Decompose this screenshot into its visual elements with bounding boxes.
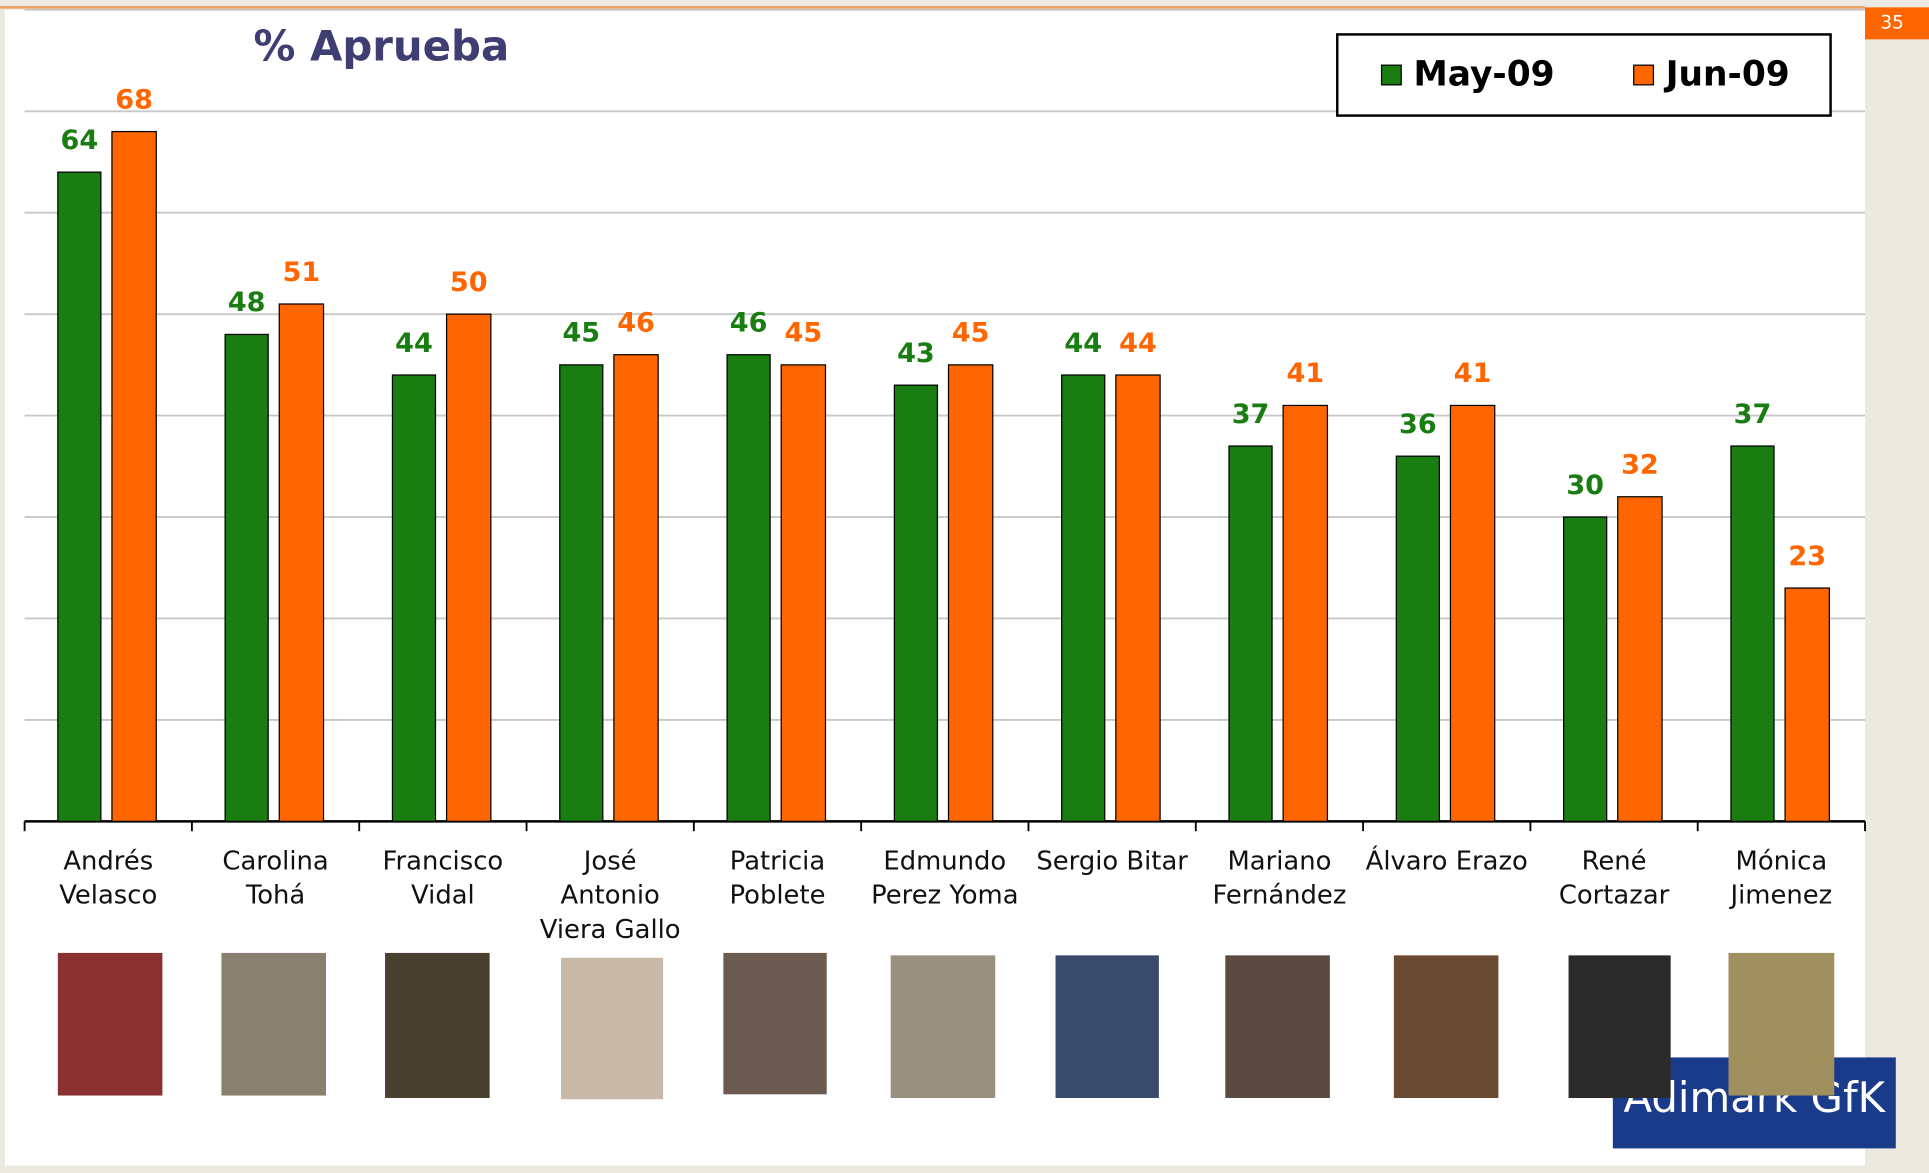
bar [392, 375, 435, 821]
x-tick-label: Mónica Jimenez [1698, 843, 1865, 912]
data-label: 45 [562, 318, 600, 349]
data-label: 46 [617, 307, 655, 338]
data-label: 37 [1232, 399, 1270, 430]
x-label-box: Sergio Bitar [1028, 843, 1195, 954]
x-tick-label: Francisco Vidal [359, 843, 526, 912]
bar [447, 314, 491, 821]
bar [1229, 446, 1272, 821]
data-label: 45 [952, 318, 990, 349]
bar [727, 355, 770, 822]
bar [1785, 588, 1829, 821]
data-label: 45 [785, 318, 823, 349]
x-tick-label: Edmundo Perez Yoma [861, 843, 1028, 912]
x-label-box: Andrés Velasco [25, 843, 192, 954]
x-tick-label: Carolina Tohá [192, 843, 359, 912]
x-label-box: Francisco Vidal [359, 843, 526, 954]
bar [1062, 375, 1105, 821]
photo [1728, 953, 1834, 1096]
x-tick-label: Sergio Bitar [1028, 843, 1195, 877]
data-label: 48 [228, 287, 266, 318]
x-tick-label: Andrés Velasco [25, 843, 192, 912]
photo [1569, 955, 1671, 1098]
x-label-box: Álvaro Erazo [1363, 843, 1530, 954]
bar [949, 365, 993, 821]
data-label: 36 [1399, 409, 1437, 440]
data-label: 64 [61, 125, 99, 156]
data-label: 68 [115, 84, 153, 115]
photo [221, 953, 326, 1096]
photo [1225, 955, 1330, 1098]
data-label: 50 [450, 267, 488, 298]
photo [1056, 955, 1159, 1098]
data-label: 44 [1119, 328, 1157, 359]
legend-swatch [1382, 65, 1402, 85]
bar [1396, 456, 1439, 821]
legend-label: Jun-09 [1664, 55, 1790, 95]
bar [225, 334, 268, 821]
bar [614, 355, 658, 822]
x-tick-label: René Cortazar [1530, 843, 1697, 912]
x-tick-label: Mariano Fernández [1196, 843, 1363, 912]
data-label: 37 [1734, 399, 1772, 430]
data-label: 30 [1566, 470, 1604, 501]
photo [1394, 955, 1499, 1098]
bar [1283, 405, 1327, 821]
data-label: 51 [283, 257, 321, 288]
bar [279, 304, 323, 821]
chart-title: % Aprueba [254, 22, 510, 71]
bar [58, 172, 101, 821]
chart: 35 % Aprueba Andrés Velasco 64 68 Carolina … [0, 0, 1929, 1173]
x-label-box: Edmundo Perez Yoma [861, 843, 1028, 954]
x-label-box: Patricia Poblete [694, 843, 861, 954]
data-label: 46 [730, 307, 768, 338]
legend-label: May-09 [1414, 55, 1555, 95]
photo [58, 953, 163, 1096]
data-label: 44 [1064, 328, 1102, 359]
bar [1731, 446, 1774, 821]
bar [560, 365, 603, 821]
photo [891, 955, 996, 1098]
bar [1618, 497, 1662, 822]
legend-swatch [1634, 65, 1654, 85]
page-number: 35 [1880, 12, 1903, 33]
data-label: 41 [1286, 358, 1324, 389]
bar [894, 385, 937, 821]
x-tick-label: Álvaro Erazo [1363, 843, 1530, 877]
x-tick-label: Patricia Poblete [694, 843, 861, 912]
data-label: 44 [395, 328, 433, 359]
bar [1116, 375, 1160, 821]
x-label-box: Carolina Tohá [192, 843, 359, 954]
data-label: 32 [1621, 450, 1659, 481]
page: 35 % Aprueba Andrés Velasco 64 68 Carolina … [0, 0, 1929, 1173]
data-label: 23 [1788, 541, 1826, 572]
x-label-box: Mónica Jimenez [1698, 843, 1865, 954]
x-label-box: René Cortazar [1530, 843, 1697, 954]
bar [781, 365, 825, 821]
bar [1564, 517, 1607, 821]
x-label-box: José Antonio Viera Gallo [527, 843, 694, 954]
bar [112, 132, 156, 822]
bar [1450, 405, 1494, 821]
x-label-box: Mariano Fernández [1196, 843, 1363, 954]
data-label: 41 [1454, 358, 1492, 389]
photo [385, 953, 490, 1098]
x-tick-label: José Antonio Viera Gallo [527, 843, 694, 946]
photo [561, 958, 663, 1099]
data-label: 43 [897, 338, 935, 369]
photo [723, 953, 826, 1094]
